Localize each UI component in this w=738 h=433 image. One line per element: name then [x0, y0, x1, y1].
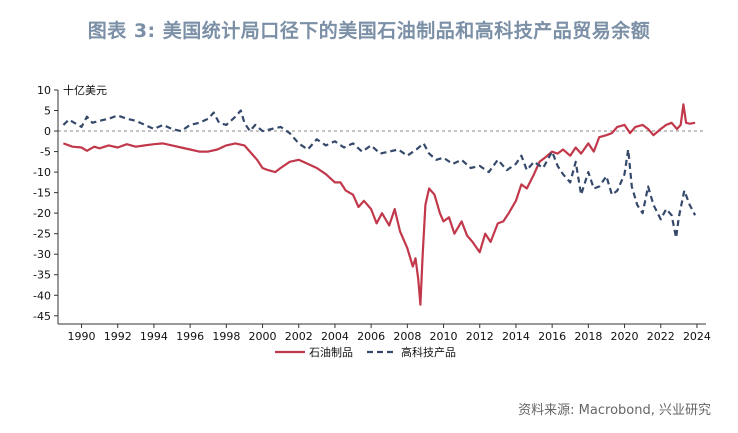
y-tick-label: 10 — [37, 84, 51, 97]
y-tick-label: -10 — [33, 166, 51, 179]
y-tick-label: -5 — [40, 146, 51, 159]
x-tick-label: 2006 — [357, 330, 385, 343]
y-tick-label: -40 — [33, 289, 51, 302]
y-tick-label: 5 — [44, 105, 51, 118]
source-note: 资料来源: Macrobond, 兴业研究 — [518, 403, 711, 418]
x-tick-label: 1992 — [104, 330, 132, 343]
x-tick-label: 2014 — [502, 330, 530, 343]
x-tick-label: 1996 — [176, 330, 204, 343]
series-line-tech — [62, 109, 697, 239]
y-tick-label: -30 — [33, 248, 51, 261]
x-tick-label: 2010 — [430, 330, 458, 343]
y-tick-label: -45 — [33, 310, 51, 323]
x-tick-label: 1994 — [140, 330, 168, 343]
chart-title: 图表 3: 美国统计局口径下的美国石油制品和高科技产品贸易余额 — [87, 20, 651, 42]
x-tick-label: 2002 — [285, 330, 313, 343]
y-tick-label: -25 — [33, 228, 51, 241]
x-tick-label: 2004 — [321, 330, 349, 343]
x-tick-label: 2022 — [647, 330, 675, 343]
y-tick-label: -15 — [33, 187, 51, 200]
x-tick-label: 1990 — [68, 330, 96, 343]
x-tick-label: 2008 — [393, 330, 421, 343]
x-tick-label: 2016 — [538, 330, 566, 343]
legend-label-tech: 高科技产品 — [401, 345, 456, 359]
x-tick-label: 2020 — [611, 330, 639, 343]
legend-label-oil: 石油制品 — [309, 345, 353, 359]
y-tick-label: -20 — [33, 207, 51, 220]
x-tick-label: 2012 — [466, 330, 494, 343]
y-unit-label: 十亿美元 — [63, 83, 107, 97]
x-tick-label: 2000 — [249, 330, 277, 343]
y-tick-label: -35 — [33, 269, 51, 282]
x-tick-label: 2024 — [683, 330, 711, 343]
series-line-oil — [63, 103, 696, 306]
y-tick-label: 0 — [44, 125, 51, 138]
x-tick-label: 2018 — [574, 330, 602, 343]
x-tick-label: 1998 — [212, 330, 240, 343]
legend: 石油制品 高科技产品 — [275, 345, 456, 359]
